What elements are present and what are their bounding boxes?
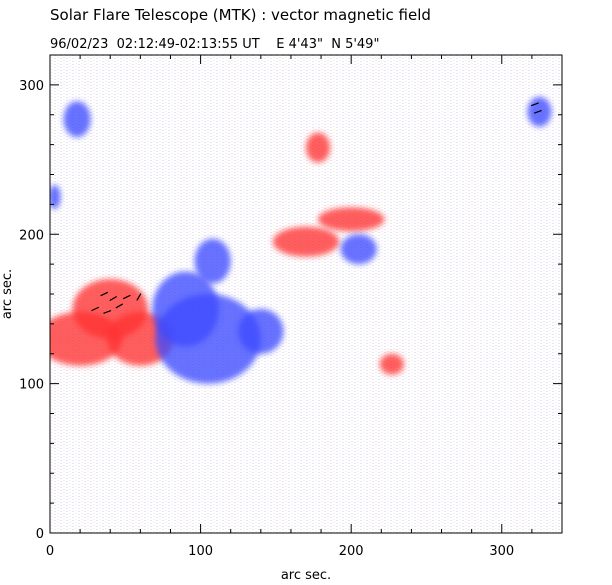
image-subtitle: 96/02/23 02:12:49-02:13:55 UT E 4'43" N … <box>50 37 380 52</box>
y-tick-label: 300 <box>19 79 44 94</box>
field-vector <box>530 102 539 107</box>
field-regions <box>50 96 552 384</box>
negative-field-region <box>63 101 91 138</box>
field-vector <box>91 306 100 312</box>
field-vector <box>115 303 124 309</box>
field-vector <box>136 293 142 301</box>
negative-field-region <box>152 271 219 347</box>
y-tick-label: 0 <box>36 527 44 542</box>
negative-field-region <box>340 234 377 265</box>
positive-field-region <box>50 311 123 366</box>
negative-field-region <box>50 184 61 209</box>
x-tick-label: 0 <box>46 544 54 559</box>
positive-field-region <box>272 226 340 257</box>
y-tick-label: 100 <box>19 378 44 393</box>
positive-field-region <box>318 207 385 232</box>
field-vector <box>533 109 542 114</box>
positive-field-region <box>306 132 331 163</box>
y-tick-label: 200 <box>19 228 44 243</box>
field-vector <box>103 309 112 314</box>
negative-field-region <box>238 308 284 354</box>
field-vector <box>122 294 131 300</box>
y-axis-title: arc sec. <box>0 269 15 319</box>
image-title: Solar Flare Telescope (MTK) : vector mag… <box>50 6 431 24</box>
x-axis-title: arc sec. <box>281 568 331 583</box>
x-tick-label: 300 <box>489 544 514 559</box>
field-vector <box>100 291 109 297</box>
x-tick-label: 100 <box>188 544 213 559</box>
positive-field-region <box>379 353 404 375</box>
negative-field-region <box>194 238 231 284</box>
axis-ticks <box>49 54 563 534</box>
transverse-vectors <box>91 102 542 314</box>
field-vector <box>109 295 118 302</box>
x-tick-label: 200 <box>339 544 364 559</box>
